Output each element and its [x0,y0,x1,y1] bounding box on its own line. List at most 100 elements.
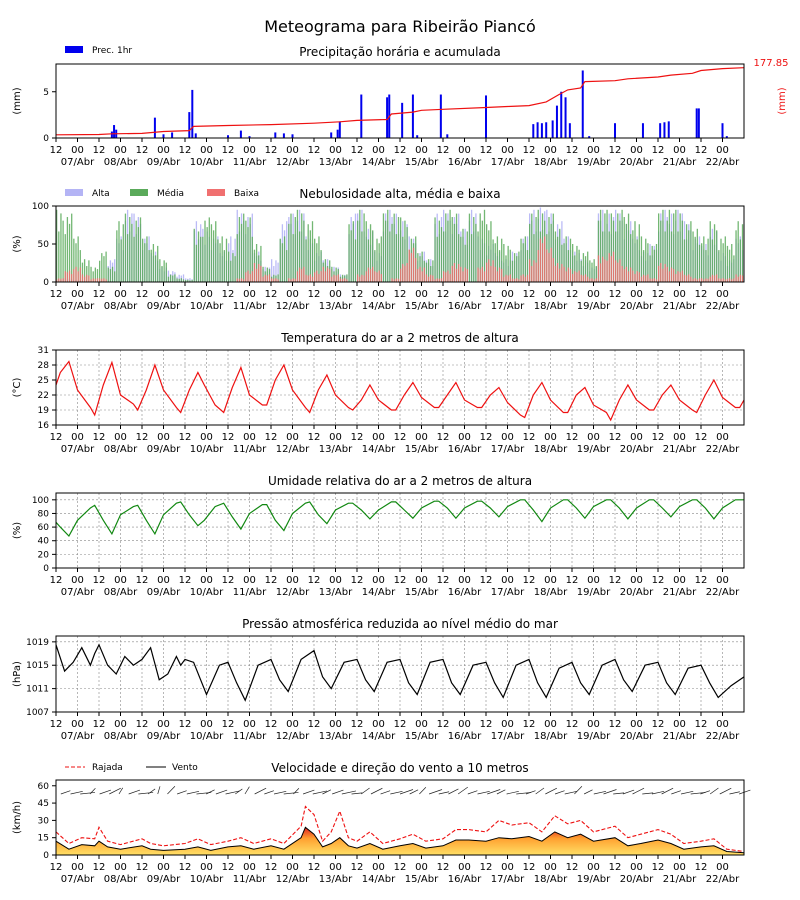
cloud-bar-baixa-72-1 [677,271,679,282]
cloud-bar-media-13-3 [174,274,176,282]
x-tick-label-3-11: 00 [286,575,299,586]
cloud-bar-baixa-29-3 [311,276,314,282]
date-label-4-12: 19/Abr [577,731,611,742]
cloud-bar-alta-13-0 [167,270,170,282]
wind-direction-arrow-49 [535,787,545,795]
date-label-5-4: 11/Abr [233,874,267,885]
cloud-bar-baixa-51-2 [498,267,501,282]
cloud-bar-baixa-3-3 [88,275,90,282]
x-tick-label-0-7: 00 [200,145,213,156]
date-label-1-1: 08/Abr [104,301,138,312]
cloud-bar-media-57-3 [552,213,554,282]
x-tick-label-1-24: 12 [566,289,579,300]
cloud-bar-media-60-3 [578,249,580,282]
x-tick-label-1-27: 00 [630,289,643,300]
x-tick-label-1-6: 12 [179,289,192,300]
cloud-bar-baixa-27-2 [292,278,294,282]
cloud-bar-media-39-2 [395,234,397,282]
cloud-bar-media-19-1 [221,236,223,282]
cloud-bar-baixa-28-1 [298,267,301,282]
cloud-bar-baixa-51-1 [496,271,499,282]
x-tick-label-4-0: 12 [50,719,63,730]
wind-direction-arrow-69 [729,791,740,795]
cloud-bar-baixa-62-2 [593,279,595,282]
x-tick-label-3-22: 12 [523,575,536,586]
cloud-bar-media-0-1 [58,231,60,282]
wind-direction-arrow-64 [680,790,694,795]
cloud-bar-baixa-66-3 [630,267,632,282]
cloud-bar-media-62-3 [595,266,597,282]
y-tick-label-4-3: 1019 [26,638,49,648]
x-tick-label-0-15: 00 [372,145,385,156]
cloud-bar-media-48-2 [473,217,475,282]
cloud-bar-baixa-31-1 [324,271,327,282]
cloud-bar-baixa-37-0 [374,271,376,282]
cloud-bar-baixa-49-3 [483,271,486,282]
x-tick-label-4-19: 00 [458,719,471,730]
cloud-bar-media-55-3 [535,217,537,282]
cloud-bar-media-0-3 [62,220,64,282]
precip-bar-1 [113,125,116,138]
cloud-bar-baixa-50-2 [490,266,492,282]
wind-direction-arrow-28 [332,789,344,795]
date-label-5-10: 17/Abr [491,874,525,885]
cloud-bar-media-75-1 [703,236,705,282]
cloud-bar-baixa-27-0 [288,278,290,282]
cloud-bar-media-25-1 [273,274,275,282]
cloud-bar-baixa-31-2 [326,267,329,282]
cloud-bar-media-11-2 [154,255,157,282]
y-axis-label-0: (mm) [12,87,23,114]
cloud-bar-media-1-2 [68,223,71,282]
cloud-bar-media-74-1 [694,236,696,282]
wind-panel: Velocidade e direção do vento a 10 metro… [12,761,751,885]
x-tick-label-2-31: 00 [716,432,729,443]
x-tick-label-2-3: 00 [114,432,127,443]
cloud-bar-baixa-31-0 [322,266,324,282]
cloud-bar-baixa-64-0 [606,260,608,282]
x-tick-label-0-12: 12 [308,145,321,156]
y-tick-label-1-1: 50 [38,240,50,250]
date-label-5-15: 22/Abr [706,874,740,885]
x-tick-label-0-24: 12 [566,145,579,156]
cloud-bar-media-72-3 [681,220,683,282]
cloud-bar-media-49-1 [479,213,481,282]
date-label-1-14: 21/Abr [663,301,697,312]
wind-direction-arrow-34 [390,790,403,795]
x-tick-label-4-25: 00 [587,719,600,730]
cloud-bar-baixa-40-1 [402,263,404,282]
cloud-bar-baixa-67-0 [632,270,634,282]
cloud-bar-media-57-1 [548,217,550,282]
y-tick-label-3-3: 60 [38,523,50,533]
x-tick-label-3-13: 00 [329,575,342,586]
cloud-bar-baixa-64-1 [608,253,610,282]
x-tick-label-5-10: 12 [265,862,278,873]
precip-bar-0 [110,131,113,138]
cloud-bar-media-21-1 [238,217,241,282]
cloud-bar-baixa-49-2 [481,266,483,282]
cloud-bar-media-19-3 [225,238,228,282]
cloud-bar-baixa-77-1 [720,278,722,282]
cloud-bar-media-43-0 [425,262,428,282]
cloud-bar-baixa-66-0 [623,269,625,282]
cloud-bar-baixa-1-1 [66,272,69,282]
cloud-bar-baixa-27-3 [294,278,296,282]
cloud-bar-media-51-3 [501,238,503,282]
cloud-bar-media-30-1 [316,243,318,282]
cloud-bar-media-11-3 [157,245,159,282]
wind-direction-arrow-52 [564,790,578,795]
date-label-0-11: 18/Abr [534,157,568,168]
cloud-bar-baixa-69-1 [651,278,653,282]
date-label-3-0: 07/Abr [61,587,95,598]
cloud-bar-media-7-1 [118,221,120,282]
cloud-bar-media-3-1 [83,259,86,282]
wind-direction-arrow-15 [206,789,215,795]
cloud-bar-media-23-3 [260,245,262,282]
x-tick-label-2-9: 00 [243,432,256,443]
precip-bar-19 [386,97,389,138]
wind-direction-arrow-3 [89,788,96,795]
cloud-bar-baixa-68-0 [640,276,643,282]
cloud-bar-media-3-3 [88,260,90,282]
cloud-bar-media-51-1 [496,236,499,282]
wind-direction-arrow-2 [80,792,96,795]
date-label-4-15: 22/Abr [706,731,740,742]
